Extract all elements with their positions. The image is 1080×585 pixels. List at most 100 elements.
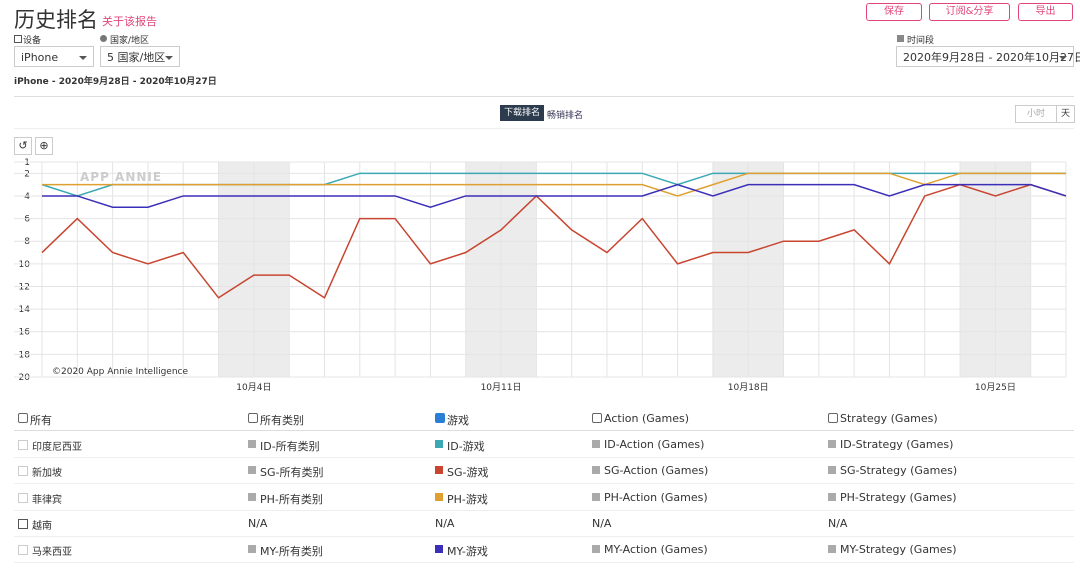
- country-name: 马来西亚: [32, 547, 72, 559]
- series-line: [41, 183, 1067, 299]
- y-tick-label: 14: [19, 305, 31, 315]
- day-toggle[interactable]: 天: [1056, 105, 1075, 123]
- grossing-tab[interactable]: 畅销排名: [547, 111, 584, 121]
- share-button[interactable]: 订阅&分享: [929, 3, 1010, 21]
- legend-label: PH-游戏: [447, 492, 488, 506]
- checkbox[interactable]: [435, 413, 445, 423]
- legend-swatch: [435, 466, 443, 475]
- column-header: Action (Games): [604, 412, 690, 425]
- y-tick-label: 18: [19, 350, 31, 360]
- divider: [14, 96, 1074, 97]
- cell: SG-Strategy (Games): [840, 464, 958, 478]
- filter-label: 设备: [23, 36, 42, 46]
- x-tick-label: 10月11日: [481, 382, 522, 393]
- series-line: [42, 183, 1067, 209]
- checkbox[interactable]: [18, 413, 28, 423]
- filter-label: 国家/地区: [110, 36, 150, 46]
- cell: PH-Action (Games): [604, 490, 708, 504]
- cell: PH-所有类别: [260, 492, 323, 506]
- legend-swatch: [435, 545, 443, 554]
- table-divider: [14, 430, 1074, 431]
- row-divider: [14, 457, 1074, 458]
- divider: [14, 128, 1074, 129]
- watermark: APP ANNIE: [80, 170, 162, 184]
- x-tick-label: 10月25日: [975, 382, 1016, 393]
- legend-swatch: [248, 492, 256, 501]
- legend-swatch: [828, 492, 836, 501]
- row-toggle[interactable]: [18, 466, 28, 477]
- cell: N/A: [435, 516, 455, 530]
- chart: 12 4 6 8 10 12 14 16 18 20 APP ANNIE ©2020 App Anni…: [14, 158, 1067, 393]
- report-link[interactable]: 关于该报告: [102, 15, 157, 28]
- y-tick-label: 16: [19, 328, 31, 338]
- legend-label: ID-游戏: [447, 440, 485, 453]
- cell: SG-Action (Games): [604, 464, 709, 478]
- legend-label: MY-游戏: [447, 545, 488, 559]
- cell: PH-Strategy (Games): [840, 490, 957, 504]
- y-tick-label: 2: [24, 169, 30, 179]
- cell: ID-Strategy (Games): [840, 438, 954, 451]
- period-dropdown[interactable]: 2020年9月28日 - 2020年10月27日: [896, 46, 1080, 67]
- cell: SG-所有类别: [260, 466, 324, 480]
- row-divider: [14, 562, 1074, 564]
- checkbox[interactable]: [828, 413, 838, 423]
- y-tick-label: 6: [24, 215, 30, 225]
- country-name: 新加坡: [32, 468, 62, 480]
- row-toggle[interactable]: [18, 492, 28, 503]
- y-tick-label: 1: [24, 158, 30, 168]
- row-divider: [14, 535, 1074, 537]
- export-button[interactable]: 导出: [1018, 3, 1073, 21]
- save-button[interactable]: 保存: [866, 3, 922, 21]
- calendar-icon: [897, 35, 904, 42]
- legend-swatch: [248, 545, 256, 554]
- y-tick-label: 20: [19, 373, 31, 383]
- cell: N/A: [828, 516, 848, 530]
- series-line: [42, 172, 1066, 197]
- download-tab[interactable]: 下载排名: [500, 105, 544, 121]
- legend-label: SG-游戏: [447, 466, 489, 480]
- cell: ID-所有类别: [260, 440, 320, 453]
- country-name: 越南: [32, 520, 52, 532]
- country-dropdown[interactable]: 5 国家/地区: [100, 46, 180, 67]
- legend-swatch: [592, 440, 600, 448]
- row-toggle[interactable]: [18, 545, 28, 556]
- y-tick-label: 8: [24, 237, 30, 247]
- cell: MY-Strategy (Games): [840, 543, 957, 557]
- legend-swatch: [435, 440, 443, 448]
- y-tick-label: 10: [19, 260, 31, 270]
- x-tick-label: 10月4日: [236, 382, 271, 393]
- cell: N/A: [248, 516, 268, 530]
- cell: MY-所有类别: [260, 545, 323, 559]
- checkbox[interactable]: [592, 413, 602, 423]
- reset-button[interactable]: ↺: [14, 137, 32, 155]
- row-toggle[interactable]: [18, 518, 28, 529]
- cell: N/A: [592, 516, 612, 530]
- legend-swatch: [435, 492, 443, 501]
- hour-toggle[interactable]: 小时: [1015, 105, 1057, 123]
- credit: ©2020 App Annie Intelligence: [52, 367, 189, 377]
- zoom-button[interactable]: ⊕: [35, 137, 53, 155]
- page-title: 历史排名: [14, 8, 98, 32]
- legend-swatch: [592, 545, 600, 554]
- subtitle: iPhone - 2020年9月28日 - 2020年10月27日: [14, 77, 217, 87]
- y-tick-label: 4: [24, 192, 30, 202]
- legend-swatch: [828, 440, 836, 448]
- column-header: 所有: [30, 414, 52, 427]
- column-header: 游戏: [447, 414, 469, 427]
- checkbox[interactable]: [248, 413, 258, 423]
- row-toggle[interactable]: [18, 440, 28, 450]
- filter-label: 时间段: [907, 36, 935, 46]
- device-dropdown[interactable]: iPhone: [14, 46, 94, 67]
- legend-swatch: [248, 466, 256, 475]
- legend-swatch: [828, 466, 836, 475]
- cell: MY-Action (Games): [604, 543, 708, 557]
- legend-swatch: [828, 545, 836, 554]
- column-header: 所有类别: [260, 414, 304, 427]
- y-tick-label: 12: [19, 282, 30, 292]
- legend-swatch: [248, 440, 256, 448]
- legend-swatch: [592, 492, 600, 501]
- country-name: 印度尼西亚: [32, 442, 82, 453]
- cell: ID-Action (Games): [604, 438, 705, 451]
- globe-icon: [100, 35, 107, 42]
